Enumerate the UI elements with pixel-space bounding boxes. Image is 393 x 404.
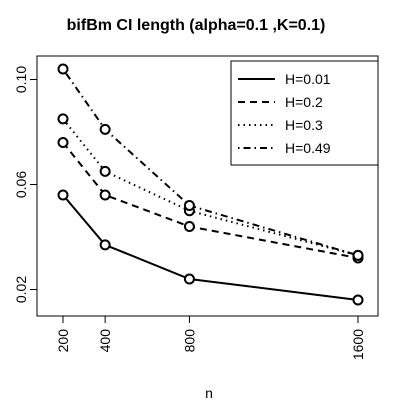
y-tick-label: 0.02 (13, 276, 29, 303)
x-tick-label: 800 (181, 329, 197, 353)
data-point (99, 165, 111, 177)
series-line (62, 194, 359, 301)
data-point (99, 239, 111, 251)
data-point (352, 249, 364, 261)
y-tick-label: 0.10 (13, 66, 29, 93)
series-layer (57, 63, 364, 306)
legend-item: H=0.01 (238, 71, 331, 87)
data-point (57, 113, 69, 125)
chart-title: bifBm CI length (alpha=0.1 ,K=0.1) (67, 17, 326, 34)
series-line (62, 68, 359, 257)
data-point (99, 123, 111, 135)
data-point (57, 63, 69, 75)
data-point (99, 189, 111, 201)
data-point (57, 189, 69, 201)
legend-item: H=0.3 (238, 117, 323, 133)
legend-label: H=0.3 (285, 117, 323, 133)
x-tick-label: 400 (97, 329, 113, 353)
x-tick-label: 200 (55, 329, 71, 353)
data-point (183, 200, 195, 211)
series-line (62, 118, 359, 257)
data-point (352, 294, 364, 306)
data-point (183, 273, 195, 285)
data-point (57, 137, 69, 148)
legend-label: H=0.49 (285, 140, 331, 156)
legend-item: H=0.49 (238, 140, 331, 156)
legend-label: H=0.01 (285, 71, 331, 87)
x-axis-label: n (205, 385, 213, 401)
y-tick-label: 0.06 (13, 171, 29, 198)
data-point (183, 221, 195, 232)
series-1 (57, 189, 364, 306)
series-line (62, 141, 359, 259)
legend-item: H=0.2 (238, 94, 323, 110)
series-4 (57, 63, 364, 261)
legend-label: H=0.2 (285, 94, 323, 110)
y-axis: 0.02 0.06 0.10 (13, 66, 38, 303)
x-tick-label: 1600 (350, 329, 366, 360)
x-axis: 200 400 800 1600 (55, 315, 366, 360)
legend: H=0.01 H=0.2 H=0.3 H=0.49 (230, 60, 379, 166)
